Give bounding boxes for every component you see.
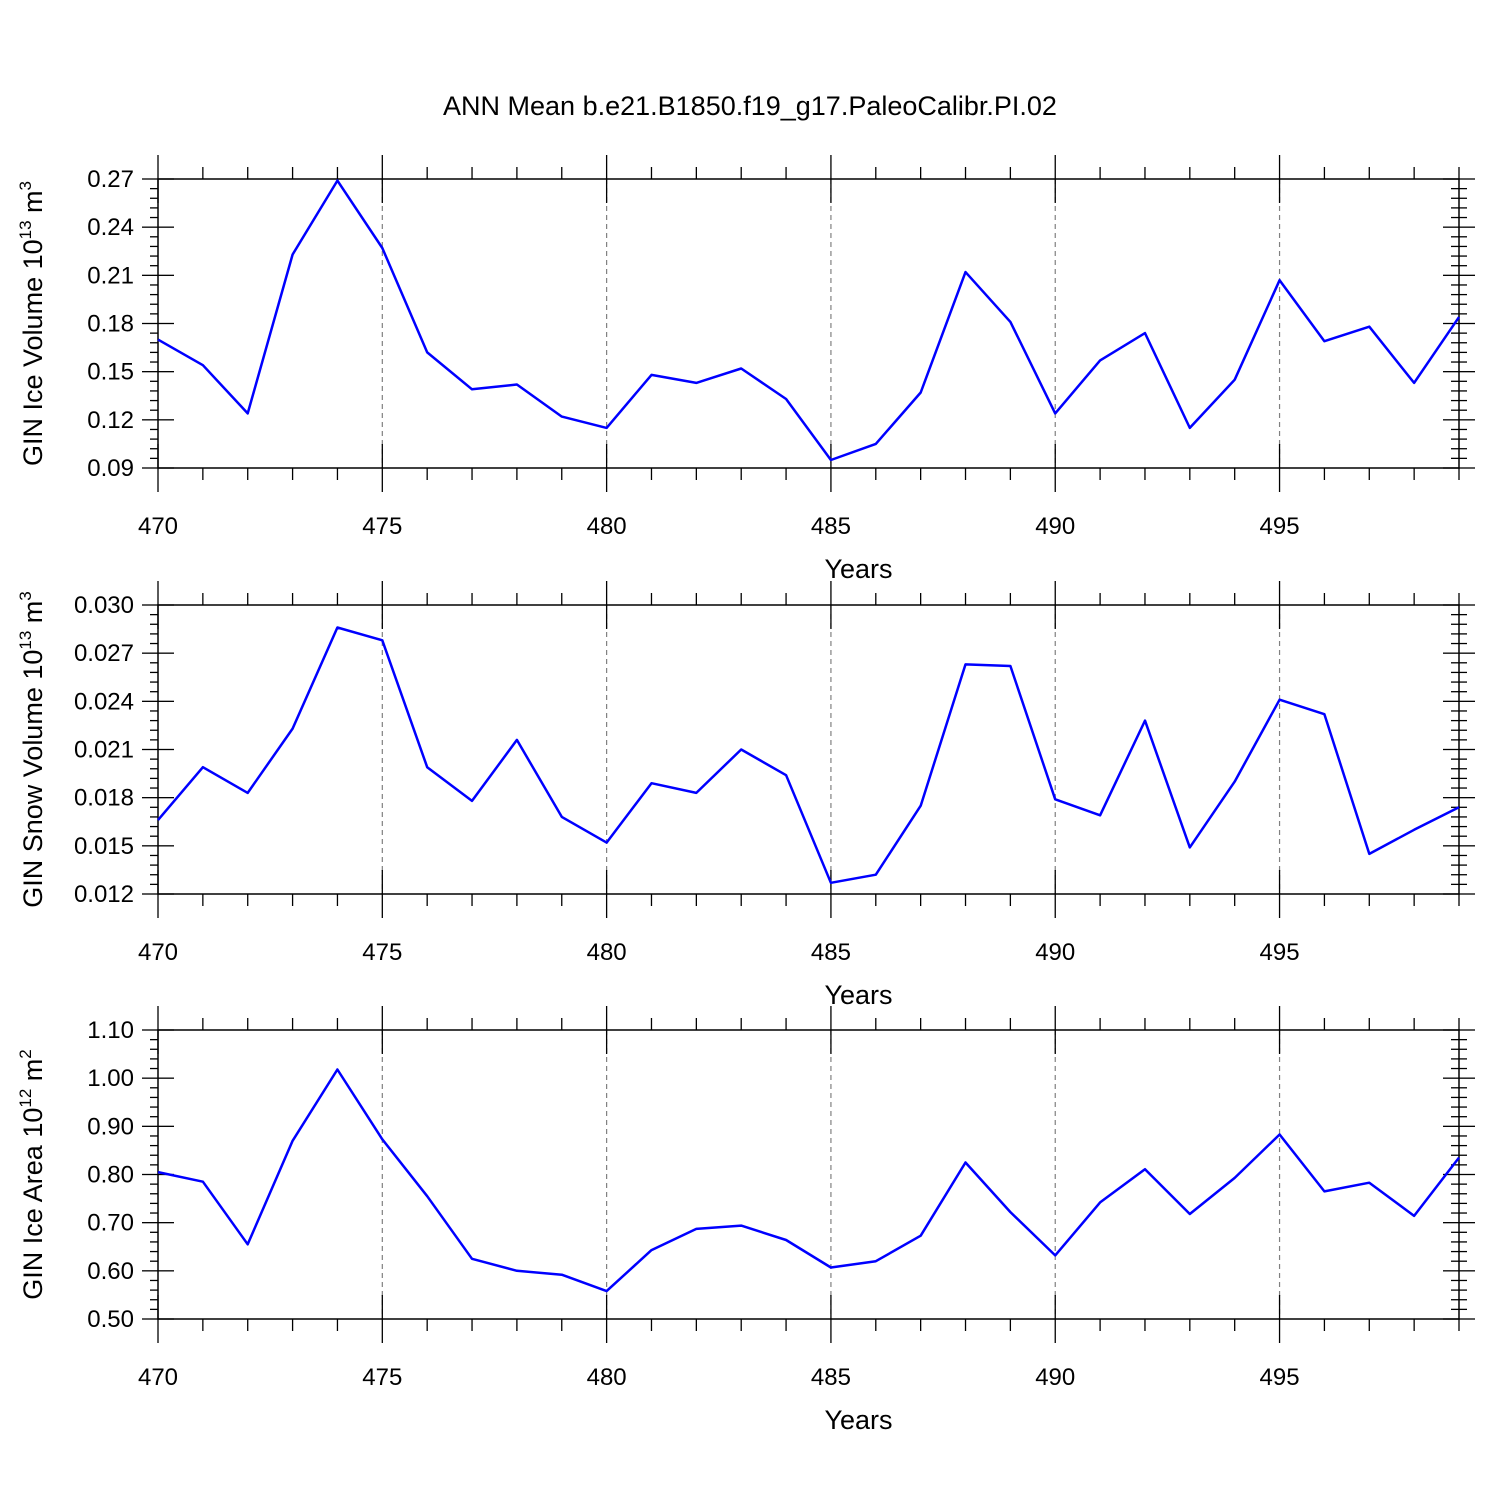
chart-panel-1: 470 475 480 485 490 495 0.09 0.12 0.15 0.18 0.21 0.… xyxy=(16,155,1475,584)
y-tick-label: 0.018 xyxy=(74,785,134,812)
y-axis-label-text: GIN Snow Volume 10 xyxy=(18,650,48,908)
y-axis-label: GIN Ice Area 1012 m2 xyxy=(16,1049,48,1300)
y-tick-label: 0.09 xyxy=(87,455,134,482)
x-tick-label: 485 xyxy=(811,1364,851,1391)
y-tick-label: 0.18 xyxy=(87,311,134,338)
chart-panel-2: 470 475 480 485 490 495 0.012 0.015 0.018 0.021 0.… xyxy=(16,581,1475,1010)
y-tick-label: 0.027 xyxy=(74,640,134,667)
y-axis-label-superscript: 2 xyxy=(16,1049,35,1058)
x-axis-label: Years xyxy=(824,554,892,584)
y-axis-label: GIN Snow Volume 1013 m3 xyxy=(16,591,48,908)
y-tick-label: 0.21 xyxy=(87,262,134,289)
y-tick-label: 1.10 xyxy=(87,1017,134,1044)
x-tick-label: 495 xyxy=(1260,513,1300,540)
x-tick-label: 475 xyxy=(362,513,402,540)
x-tick-label: 490 xyxy=(1035,1364,1075,1391)
x-tick-label: 470 xyxy=(138,939,178,966)
y-axis-label-superscript: 13 xyxy=(16,631,35,650)
x-tick-label: 485 xyxy=(811,513,851,540)
y-tick-label: 0.60 xyxy=(87,1258,134,1285)
y-tick-label: 0.24 xyxy=(87,214,134,241)
x-tick-label: 480 xyxy=(587,513,627,540)
y-tick-label: 0.12 xyxy=(87,407,134,434)
y-tick-label: 1.00 xyxy=(87,1065,134,1092)
y-tick-label: 0.27 xyxy=(87,166,134,193)
y-tick-label: 0.024 xyxy=(74,688,134,715)
plot-frame xyxy=(157,1029,1460,1320)
series-line xyxy=(157,626,1460,885)
y-tick-label: 0.70 xyxy=(87,1210,134,1237)
y-tick-label: 0.015 xyxy=(74,833,134,860)
y-tick-label: 0.030 xyxy=(74,592,134,619)
x-tick-label: 495 xyxy=(1260,939,1300,966)
x-axis-label: Years xyxy=(824,1405,892,1435)
series-line xyxy=(157,179,1461,462)
chart-panels: 470 475 480 485 490 495 0.09 0.12 0.15 0.18 0.21 0.… xyxy=(16,155,1475,1435)
x-tick-label: 475 xyxy=(362,939,402,966)
y-tick-label: 0.50 xyxy=(87,1306,134,1333)
chart-panel-3: 470 475 480 485 490 495 0.50 0.60 0.70 0.80 0.90 1.… xyxy=(16,1006,1475,1435)
x-tick-label: 475 xyxy=(362,1364,402,1391)
y-axis-label-text: GIN Ice Volume 10 xyxy=(18,239,48,466)
y-axis-label-text: m xyxy=(18,190,48,220)
y-axis-label-text: GIN Ice Area 10 xyxy=(18,1108,48,1300)
x-tick-label: 485 xyxy=(811,939,851,966)
x-tick-label: 470 xyxy=(138,513,178,540)
x-axis-label: Years xyxy=(824,980,892,1010)
series-line xyxy=(157,1068,1460,1293)
x-tick-label: 495 xyxy=(1260,1364,1300,1391)
plot-frame xyxy=(157,604,1460,895)
y-axis-label-text: m xyxy=(18,1059,48,1089)
x-tick-label: 490 xyxy=(1035,939,1075,966)
x-tick-label: 480 xyxy=(587,1364,627,1391)
x-tick-label: 480 xyxy=(587,939,627,966)
x-tick-label: 470 xyxy=(138,1364,178,1391)
y-tick-label: 0.90 xyxy=(87,1113,134,1140)
y-axis-label-superscript: 13 xyxy=(16,220,35,239)
y-tick-label: 0.012 xyxy=(74,881,134,908)
plot-frame xyxy=(157,178,1460,469)
chart-title: ANN Mean b.e21.B1850.f19_g17.PaleoCalibr… xyxy=(443,91,1057,121)
y-axis-label: GIN Ice Volume 1013 m3 xyxy=(16,181,48,466)
y-axis-label-superscript: 12 xyxy=(16,1089,35,1108)
x-tick-label: 490 xyxy=(1035,513,1075,540)
y-tick-label: 0.15 xyxy=(87,359,134,386)
y-axis-label-superscript: 3 xyxy=(16,181,35,190)
y-axis-label-text: m xyxy=(18,601,48,631)
y-tick-label: 0.021 xyxy=(74,737,134,764)
y-axis-label-superscript: 3 xyxy=(16,591,35,600)
y-tick-label: 0.80 xyxy=(87,1162,134,1189)
